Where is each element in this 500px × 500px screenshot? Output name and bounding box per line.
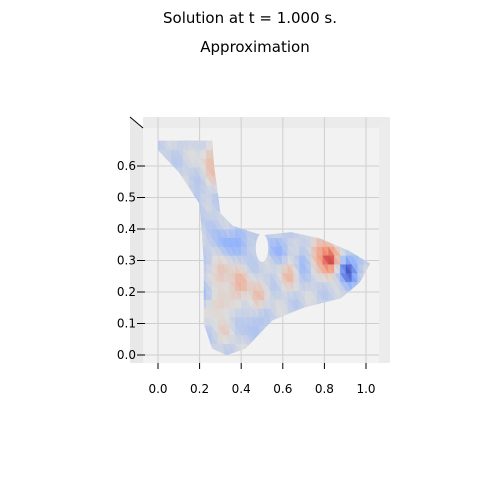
figure-suptitle: Solution at t = 1.000 s.: [163, 9, 337, 27]
tick-marks: [129, 116, 367, 369]
y-tick-label-4: 0.4: [117, 222, 136, 236]
y-tick-label-0: 0.0: [117, 348, 136, 362]
x-tick-labels: 0.0 0.2 0.4 0.6 0.8 1.0: [148, 382, 375, 396]
x-tick-label-1: 0.2: [190, 382, 209, 396]
y-tick-labels: 0.0 0.1 0.2 0.3 0.4 0.5 0.6: [117, 159, 136, 362]
x-tick-label-0: 0.0: [148, 382, 167, 396]
x-tick-label-4: 0.8: [315, 382, 334, 396]
side-pane-left: [130, 117, 143, 363]
y-tick-label-2: 0.2: [117, 285, 136, 299]
y-tick-label-3: 0.3: [117, 254, 136, 268]
x-tick-label-3: 0.6: [273, 382, 292, 396]
side-pane-right: [379, 117, 390, 363]
axes-3d: 0.0 0.2 0.4 0.6 0.8 1.0 0.0 0.1 0.2 0.3 0.4 0.5 0.6: [117, 116, 390, 396]
domain-hole: [255, 233, 269, 263]
y-tick-label-6: 0.6: [117, 159, 136, 173]
side-pane-top: [143, 117, 390, 128]
axis-corner-line: [129, 116, 144, 129]
x-tick-label-5: 1.0: [356, 382, 375, 396]
y-tick-label-1: 0.1: [117, 317, 136, 331]
y-tick-label-5: 0.5: [117, 191, 136, 205]
x-tick-label-2: 0.4: [232, 382, 251, 396]
axes-title: Approximation: [200, 38, 309, 56]
